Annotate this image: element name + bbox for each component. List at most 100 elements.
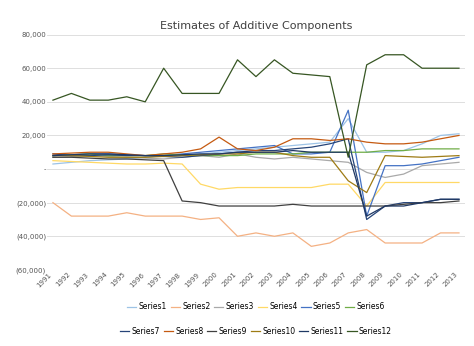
Series1: [69, 160, 74, 164]
Legend: Series1, Series2, Series3, Series4, Series5, Series6: Series1, Series2, Series3, Series4, Seri…: [124, 299, 388, 315]
Series4: [438, 180, 443, 184]
Series10: [87, 154, 93, 158]
Series1: [216, 150, 222, 154]
Series5: [179, 152, 185, 156]
Series6: [290, 152, 296, 156]
Line: Series12: Series12: [53, 55, 459, 157]
Series12: [253, 74, 259, 79]
Series3: [87, 154, 93, 158]
Series8: [124, 152, 129, 156]
Series7: [253, 148, 259, 153]
Series2: [142, 214, 148, 218]
Series1: [198, 152, 203, 156]
Series3: [124, 155, 129, 160]
Series11: [216, 152, 222, 156]
Series2: [401, 241, 407, 245]
Line: Series1: Series1: [53, 119, 459, 164]
Series2: [50, 201, 56, 205]
Series8: [69, 151, 74, 155]
Series12: [456, 66, 462, 70]
Series7: [290, 147, 296, 151]
Series4: [419, 180, 425, 184]
Series12: [327, 74, 333, 79]
Series10: [161, 154, 166, 158]
Series6: [419, 147, 425, 151]
Series4: [346, 182, 351, 186]
Series4: [290, 185, 296, 190]
Series1: [456, 132, 462, 136]
Series5: [327, 150, 333, 154]
Series6: [50, 154, 56, 158]
Series9: [87, 156, 93, 160]
Series10: [235, 152, 240, 156]
Series8: [383, 142, 388, 146]
Series6: [383, 148, 388, 153]
Series7: [69, 154, 74, 158]
Series1: [346, 117, 351, 121]
Series6: [69, 153, 74, 157]
Series12: [161, 66, 166, 70]
Series10: [69, 154, 74, 158]
Series3: [235, 152, 240, 156]
Line: Series8: Series8: [53, 135, 459, 156]
Series11: [327, 150, 333, 154]
Series5: [105, 152, 111, 156]
Series2: [290, 231, 296, 235]
Series10: [438, 154, 443, 158]
Series4: [327, 182, 333, 186]
Series11: [272, 150, 277, 154]
Series9: [309, 204, 314, 208]
Series1: [309, 142, 314, 146]
Series9: [364, 204, 370, 208]
Series4: [105, 161, 111, 165]
Series10: [309, 155, 314, 160]
Series3: [327, 158, 333, 163]
Series6: [198, 154, 203, 158]
Series2: [327, 241, 333, 245]
Series7: [105, 153, 111, 157]
Series9: [124, 157, 129, 161]
Series3: [309, 157, 314, 161]
Series12: [105, 98, 111, 102]
Series10: [456, 154, 462, 158]
Series2: [438, 231, 443, 235]
Series8: [309, 137, 314, 141]
Series5: [216, 148, 222, 153]
Series8: [364, 140, 370, 144]
Series6: [272, 152, 277, 156]
Series1: [124, 157, 129, 161]
Series1: [235, 148, 240, 153]
Series11: [419, 201, 425, 205]
Title: Estimates of Additive Components: Estimates of Additive Components: [160, 21, 352, 31]
Series4: [161, 161, 166, 165]
Series12: [309, 73, 314, 77]
Series3: [290, 155, 296, 160]
Series3: [179, 155, 185, 160]
Series12: [69, 91, 74, 95]
Series8: [327, 138, 333, 143]
Series10: [272, 150, 277, 154]
Series11: [438, 197, 443, 201]
Series7: [272, 148, 277, 153]
Series11: [364, 214, 370, 218]
Series6: [142, 154, 148, 158]
Series5: [253, 145, 259, 149]
Series5: [401, 164, 407, 168]
Series11: [69, 153, 74, 157]
Line: Series3: Series3: [53, 154, 459, 177]
Series6: [235, 154, 240, 158]
Series9: [235, 204, 240, 208]
Series7: [50, 152, 56, 156]
Series2: [179, 214, 185, 218]
Series5: [50, 154, 56, 158]
Series6: [327, 150, 333, 154]
Series3: [456, 160, 462, 164]
Series11: [124, 153, 129, 157]
Series8: [253, 148, 259, 153]
Series2: [198, 217, 203, 221]
Series11: [290, 148, 296, 153]
Series1: [161, 154, 166, 158]
Series2: [346, 231, 351, 235]
Series3: [69, 154, 74, 158]
Series1: [253, 147, 259, 151]
